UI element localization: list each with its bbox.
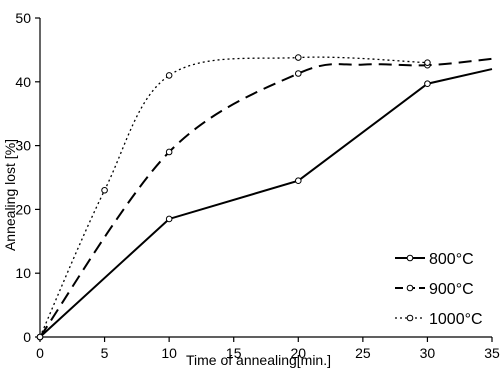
y-tick-label: 20 bbox=[15, 201, 31, 217]
y-axis-label: Annealing lost [%] bbox=[2, 139, 18, 251]
axes: 0 10 20 30 40 50 0 5 10 15 20 25 30 35 bbox=[15, 10, 500, 361]
legend-series-1-marker bbox=[406, 284, 414, 292]
series-1-point bbox=[294, 70, 302, 77]
series-2-point bbox=[36, 333, 44, 341]
x-axis-label: Time of annealing[min.] bbox=[186, 352, 331, 368]
x-tick-label: 10 bbox=[161, 345, 177, 361]
series-2-point bbox=[424, 59, 431, 66]
series-2-line bbox=[39, 56, 428, 338]
series-2-point bbox=[165, 72, 173, 79]
series-0-point bbox=[424, 80, 431, 88]
y-tick-label: 0 bbox=[23, 329, 31, 345]
series-0-line bbox=[39, 68, 493, 338]
y-tick-label: 40 bbox=[15, 74, 31, 90]
x-tick-label: 35 bbox=[484, 345, 500, 361]
legend: 800°C 900°C 1000°C bbox=[395, 251, 483, 328]
x-tick-label: 5 bbox=[101, 345, 109, 361]
series-2-point bbox=[294, 54, 302, 61]
x-tick-label: 30 bbox=[420, 345, 436, 361]
y-tick-label: 10 bbox=[15, 265, 31, 281]
series-1-point bbox=[165, 148, 173, 156]
series-0-point bbox=[165, 215, 173, 223]
x-tick-label: 20 bbox=[290, 345, 306, 361]
series-0-point bbox=[294, 177, 302, 184]
y-tick-label: 50 bbox=[15, 10, 31, 26]
series-1-line bbox=[39, 57, 493, 338]
x-tick-label: 15 bbox=[226, 345, 242, 361]
legend-series-2-label: 1000°C bbox=[429, 311, 483, 328]
legend-series-1-label: 900°C bbox=[429, 281, 474, 298]
x-tick-label: 25 bbox=[355, 345, 371, 361]
x-tick-label: 0 bbox=[36, 345, 44, 361]
series-2-point bbox=[101, 186, 108, 194]
series-layer bbox=[36, 54, 493, 341]
legend-series-2-marker bbox=[406, 314, 414, 322]
legend-series-0-label: 800°C bbox=[429, 251, 474, 268]
legend-series-0-marker bbox=[406, 254, 414, 262]
y-tick-label: 30 bbox=[15, 138, 31, 154]
